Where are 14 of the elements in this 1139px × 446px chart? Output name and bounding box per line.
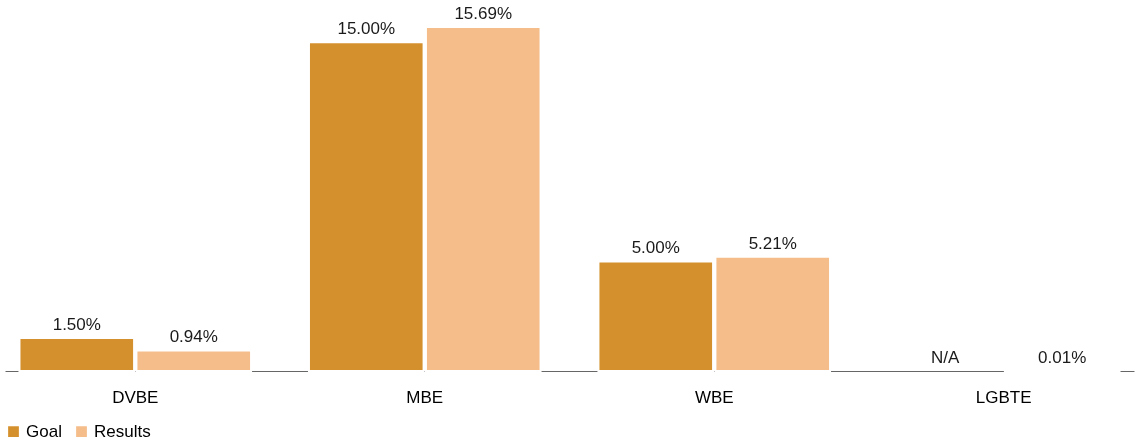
text: N/A [931,348,960,367]
data-label: 1.50% [52,315,101,335]
data-label: 15.00% [337,19,396,39]
data-label: 0.94% [169,327,218,347]
legend-label: Results [94,421,151,441]
legend-label: Goal [26,421,62,441]
x-tick-label: LGBTE [975,387,1032,407]
data-label: 5.21% [748,233,797,253]
x-tick-label: DVBE [112,387,159,407]
data-label: 5.00% [631,238,680,258]
x-tick-label: WBE [694,387,734,407]
data-label: 0.01% [1038,347,1087,367]
data-label: 15.69% [454,4,513,23]
x-tick-label: MBE [406,387,444,407]
